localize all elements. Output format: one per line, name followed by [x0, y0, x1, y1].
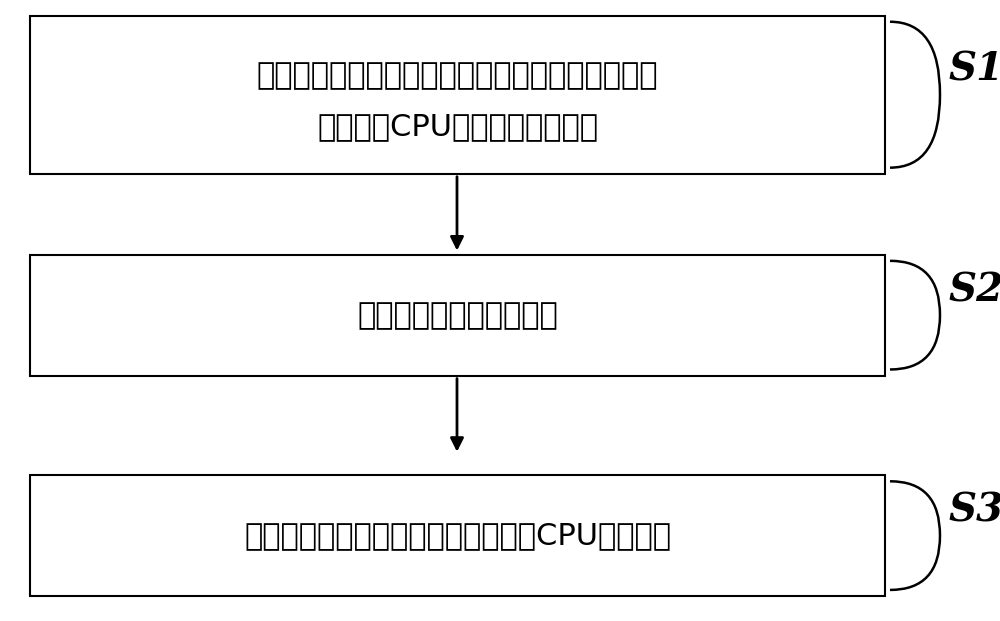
- Text: 检测终端当前的应用场景: 检测终端当前的应用场景: [357, 301, 558, 330]
- Text: 设置终端的不同应用场景下的状态参数以及设置应: 设置终端的不同应用场景下的状态参数以及设置应: [257, 61, 658, 90]
- Bar: [30, 475, 885, 596]
- Text: 用场景与CPU工作模式的映射表: 用场景与CPU工作模式的映射表: [317, 112, 598, 141]
- Text: S3: S3: [948, 492, 1000, 530]
- Bar: [30, 255, 885, 376]
- Text: S2: S2: [948, 271, 1000, 309]
- Text: S1: S1: [948, 51, 1000, 89]
- Text: 根据检测到的应用场景切换至对应的CPU工作模式: 根据检测到的应用场景切换至对应的CPU工作模式: [244, 521, 671, 550]
- Bar: [30, 16, 885, 174]
